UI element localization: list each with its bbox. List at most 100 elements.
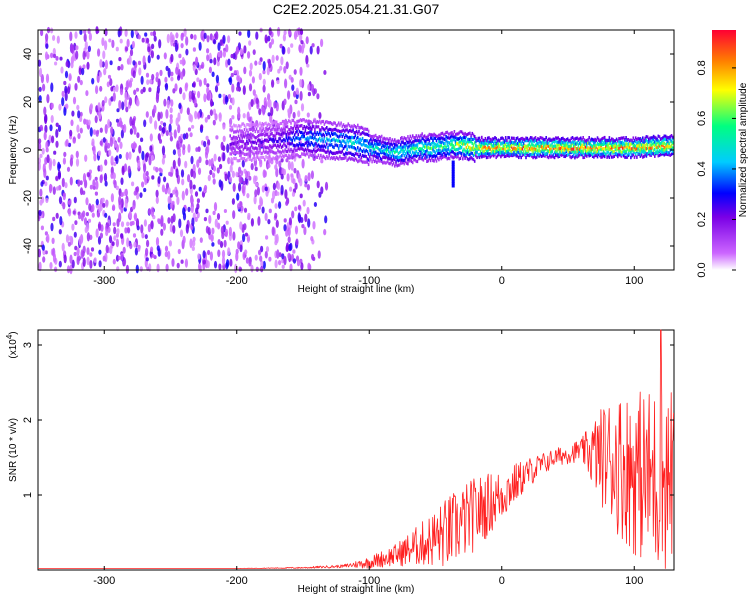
heatmap-cell xyxy=(239,124,241,128)
heatmap-cell xyxy=(626,155,629,159)
heatmap-cell xyxy=(308,155,310,159)
heatmap-cell xyxy=(231,115,235,120)
heatmap-cell xyxy=(347,136,350,140)
heatmap-cell xyxy=(271,226,275,236)
heatmap-cell xyxy=(494,139,496,143)
heatmap-cell xyxy=(196,159,200,168)
heatmap-cell xyxy=(380,145,383,149)
heatmap-cell xyxy=(213,260,218,269)
heatmap-cell xyxy=(520,150,522,154)
heatmap-cell xyxy=(125,151,129,161)
heatmap-cell xyxy=(250,144,253,148)
heatmap-cell xyxy=(330,131,333,135)
heatmap-cell xyxy=(444,147,446,151)
heatmap-cell xyxy=(587,148,589,152)
heatmap-cell xyxy=(337,129,340,133)
heatmap-cell xyxy=(291,84,295,91)
heatmap-cell xyxy=(463,142,465,146)
heatmap-cell xyxy=(195,147,199,152)
heatmap-cell xyxy=(384,148,387,152)
heatmap-cell xyxy=(303,131,305,135)
heatmap-cell xyxy=(527,153,530,157)
heatmap-cell xyxy=(66,265,71,274)
heatmap-cell xyxy=(295,144,297,148)
heatmap-cell xyxy=(515,142,518,147)
x-tick-label: 100 xyxy=(625,275,643,287)
heatmap-cell xyxy=(599,146,601,150)
heatmap-cell xyxy=(232,52,236,60)
heatmap-cell xyxy=(563,154,565,158)
heatmap-cell xyxy=(175,117,179,126)
heatmap-cell xyxy=(258,108,262,116)
heatmap-cell xyxy=(506,138,508,142)
heatmap-cell xyxy=(429,159,432,163)
heatmap-cell xyxy=(232,231,236,241)
heatmap-cell xyxy=(256,151,259,155)
heatmap-cell xyxy=(337,135,340,139)
heatmap-cell xyxy=(510,145,513,149)
heatmap-cell xyxy=(569,147,571,151)
heatmap-cell xyxy=(582,151,584,155)
heatmap-cell xyxy=(510,153,513,158)
heatmap-cell xyxy=(306,152,309,156)
heatmap-cell xyxy=(447,141,450,145)
heatmap-cell xyxy=(206,83,210,88)
heatmap-cell xyxy=(428,142,431,146)
heatmap-cell xyxy=(663,148,666,152)
heatmap-cell xyxy=(239,48,244,56)
heatmap-cell xyxy=(359,126,361,130)
heatmap-cell xyxy=(457,151,459,156)
heatmap-cell xyxy=(618,137,620,141)
heatmap-cell xyxy=(564,151,567,155)
heatmap-cell xyxy=(458,131,460,135)
heatmap-cell xyxy=(324,120,327,124)
heatmap-cell xyxy=(277,26,281,37)
heatmap-cell xyxy=(148,87,152,93)
heatmap-cell xyxy=(427,134,429,138)
heatmap-cell xyxy=(432,140,434,144)
heatmap-cell xyxy=(563,143,565,147)
heatmap-cell xyxy=(493,154,495,158)
heatmap-cell xyxy=(488,145,490,150)
heatmap-cell xyxy=(285,158,289,163)
heatmap-cell xyxy=(434,151,437,155)
heatmap-cell xyxy=(240,129,242,134)
heatmap-cell xyxy=(37,248,42,258)
heatmap-cell xyxy=(514,139,516,143)
heatmap-cell xyxy=(633,148,636,152)
heatmap-cell xyxy=(39,199,43,206)
heatmap-cell xyxy=(102,137,106,143)
heatmap-cell xyxy=(168,171,172,177)
heatmap-cell xyxy=(255,123,258,127)
heatmap-cell xyxy=(85,90,89,97)
heatmap-cell xyxy=(438,151,440,155)
heatmap-cell xyxy=(228,105,233,110)
heatmap-cell xyxy=(266,133,268,137)
heatmap-cell xyxy=(280,56,284,66)
heatmap-cell xyxy=(451,184,455,188)
heatmap-cell xyxy=(284,143,286,147)
heatmap-cell xyxy=(432,155,434,159)
heatmap-cell xyxy=(476,147,478,151)
heatmap-cell xyxy=(322,145,324,149)
heatmap-cell xyxy=(68,74,72,82)
heatmap-cell xyxy=(297,119,299,123)
heatmap-cell xyxy=(537,151,539,155)
heatmap-cell xyxy=(533,148,536,152)
heatmap-cell xyxy=(272,144,274,148)
heatmap-cell xyxy=(397,163,400,167)
heatmap-cell xyxy=(370,142,372,146)
heatmap-cell xyxy=(229,118,233,126)
heatmap-cell xyxy=(423,139,426,143)
heatmap-cell xyxy=(169,223,173,233)
heatmap-cell xyxy=(346,139,348,143)
heatmap-cell xyxy=(464,138,466,142)
heatmap-cell xyxy=(262,61,266,71)
heatmap-cell xyxy=(43,168,47,179)
heatmap-cell xyxy=(425,156,427,160)
heatmap-cell xyxy=(416,143,419,147)
heatmap-cell xyxy=(400,149,402,154)
heatmap-cell xyxy=(374,145,377,149)
heatmap-cell xyxy=(354,147,357,151)
heatmap-cell xyxy=(69,31,73,42)
